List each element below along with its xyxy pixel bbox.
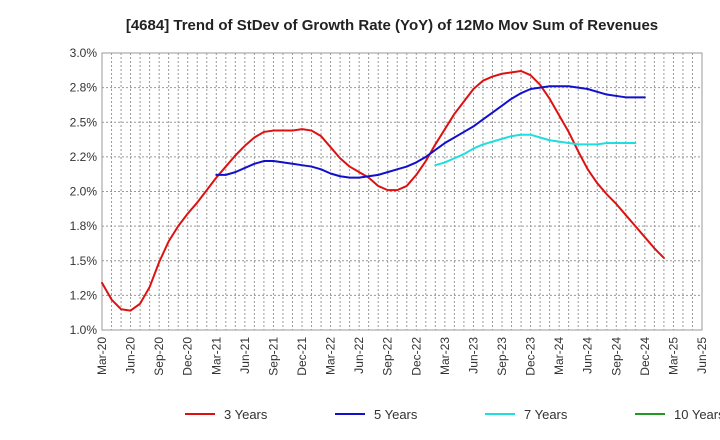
legend-label: 10 Years (674, 407, 720, 422)
x-tick-label: Jun-23 (466, 337, 480, 374)
x-tick-label: Mar-24 (552, 337, 566, 375)
x-tick-label: Mar-20 (95, 337, 109, 375)
x-tick-label: Jun-25 (695, 337, 709, 374)
legend-label: 5 Years (374, 407, 418, 422)
x-tick-label: Mar-22 (324, 337, 338, 375)
y-tick-label: 1.0% (70, 323, 98, 337)
y-tick-label: 1.5% (70, 254, 98, 268)
x-tick-label: Jun-24 (581, 337, 595, 374)
series-line-3-years (101, 70, 665, 312)
axes: 1.0% 1.2% 1.5% 1.8% 2.0% 2.2% 2.5% 2.8% 3.0% Mar-… (70, 46, 709, 376)
x-tick-label: Mar-25 (666, 337, 680, 375)
x-tick-label: Jun-20 (124, 337, 138, 374)
x-tick-label: Sep-21 (266, 337, 280, 376)
legend: 3 Years 5 Years 7 Years 10 Years (185, 407, 720, 422)
x-tick-label: Jun-21 (238, 337, 252, 374)
y-tick-label: 1.8% (70, 219, 98, 233)
legend-label: 7 Years (524, 407, 568, 422)
y-tick-label: 2.5% (70, 115, 98, 129)
x-tick-label: Mar-23 (438, 337, 452, 375)
plot-border (101, 52, 703, 331)
series-lines (101, 70, 665, 312)
series-line-5-years (215, 85, 646, 179)
x-tick-label: Sep-22 (381, 337, 395, 376)
chart-title: [4684] Trend of StDev of Growth Rate (Yo… (126, 17, 658, 34)
x-tick-label: Dec-23 (524, 337, 538, 376)
y-tick-label: 2.2% (70, 150, 98, 164)
y-tick-label: 2.0% (70, 185, 98, 199)
legend-label: 3 Years (224, 407, 268, 422)
y-tick-label: 2.8% (70, 81, 98, 95)
x-tick-label: Dec-20 (181, 337, 195, 376)
x-tick-label: Dec-24 (638, 337, 652, 376)
y-tick-label: 1.2% (70, 288, 98, 302)
x-tick-label: Sep-20 (152, 337, 166, 376)
series-line-7-years (434, 133, 637, 167)
x-tick-label: Dec-22 (409, 337, 423, 376)
x-tick-label: Sep-23 (495, 337, 509, 376)
x-tick-label: Jun-22 (352, 337, 366, 374)
x-tick-label: Dec-21 (295, 337, 309, 376)
x-tick-label: Mar-21 (209, 337, 223, 375)
y-tick-label: 3.0% (70, 46, 98, 60)
x-tick-label: Sep-24 (609, 337, 623, 376)
